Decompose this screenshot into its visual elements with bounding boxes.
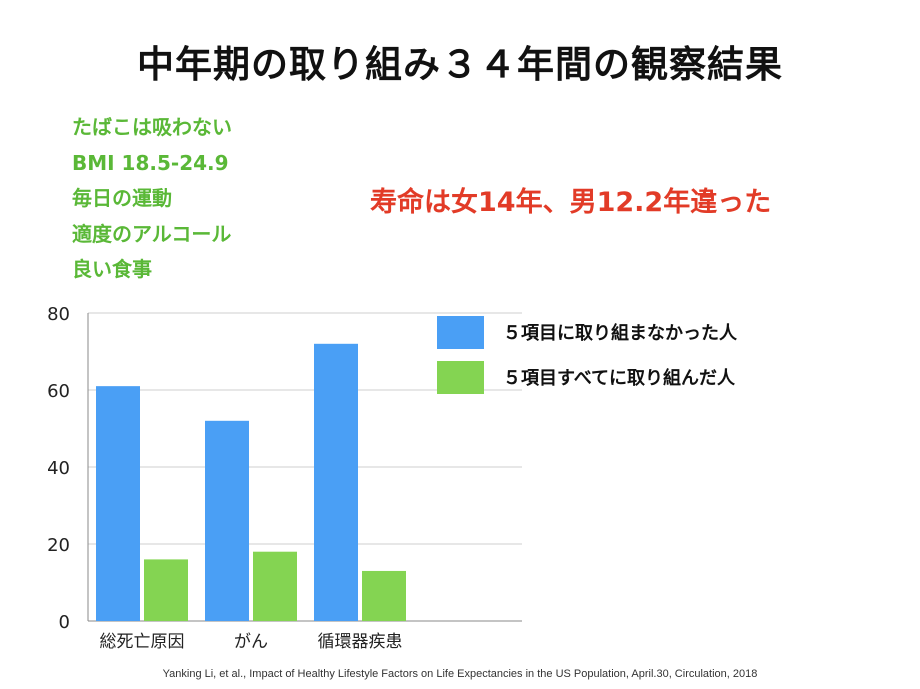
bar: [362, 570, 406, 621]
factor-item: 良い食事: [72, 257, 152, 281]
y-tick-label: 80: [47, 304, 70, 325]
bar: [96, 386, 140, 621]
legend-swatch: [437, 316, 484, 349]
legend-label: ５項目すべてに取り組んだ人: [503, 367, 736, 389]
x-tick-label: 循環器疾患: [318, 632, 403, 652]
citation: Yanking Li, et al., Impact of Healthy Li…: [162, 668, 758, 680]
bar: [205, 420, 249, 621]
headline-result: 寿命は女14年、男12.2年違った: [370, 187, 772, 218]
factor-item: BMI 18.5-24.9: [72, 150, 229, 175]
factor-item: 適度のアルコール: [72, 221, 232, 246]
y-tick-label: 40: [47, 458, 70, 479]
bar-chart: 0 20 40 60 80 総死亡原因 がん 循環器疾患 ５項目に取り組まなかった人 ５項目すべて…: [47, 304, 738, 652]
y-tick-label: 20: [47, 535, 70, 556]
factor-item: 毎日の運動: [72, 186, 172, 210]
x-tick-label: がん: [234, 632, 268, 652]
bar: [253, 551, 297, 621]
legend-swatch: [437, 361, 484, 394]
lifestyle-factor-list: たばこは吸わない BMI 18.5-24.9 毎日の運動 適度のアルコール 良い…: [72, 110, 232, 288]
x-tick-label: 総死亡原因: [100, 632, 185, 652]
bar: [144, 559, 188, 621]
legend-label: ５項目に取り組まなかった人: [503, 322, 738, 344]
y-tick-label: 0: [59, 612, 70, 633]
factor-item: たばこは吸わない: [72, 115, 232, 139]
bar: [314, 343, 358, 621]
page-title: 中年期の取り組み３４年間の観察結果: [137, 43, 783, 86]
y-tick-label: 60: [47, 381, 70, 402]
